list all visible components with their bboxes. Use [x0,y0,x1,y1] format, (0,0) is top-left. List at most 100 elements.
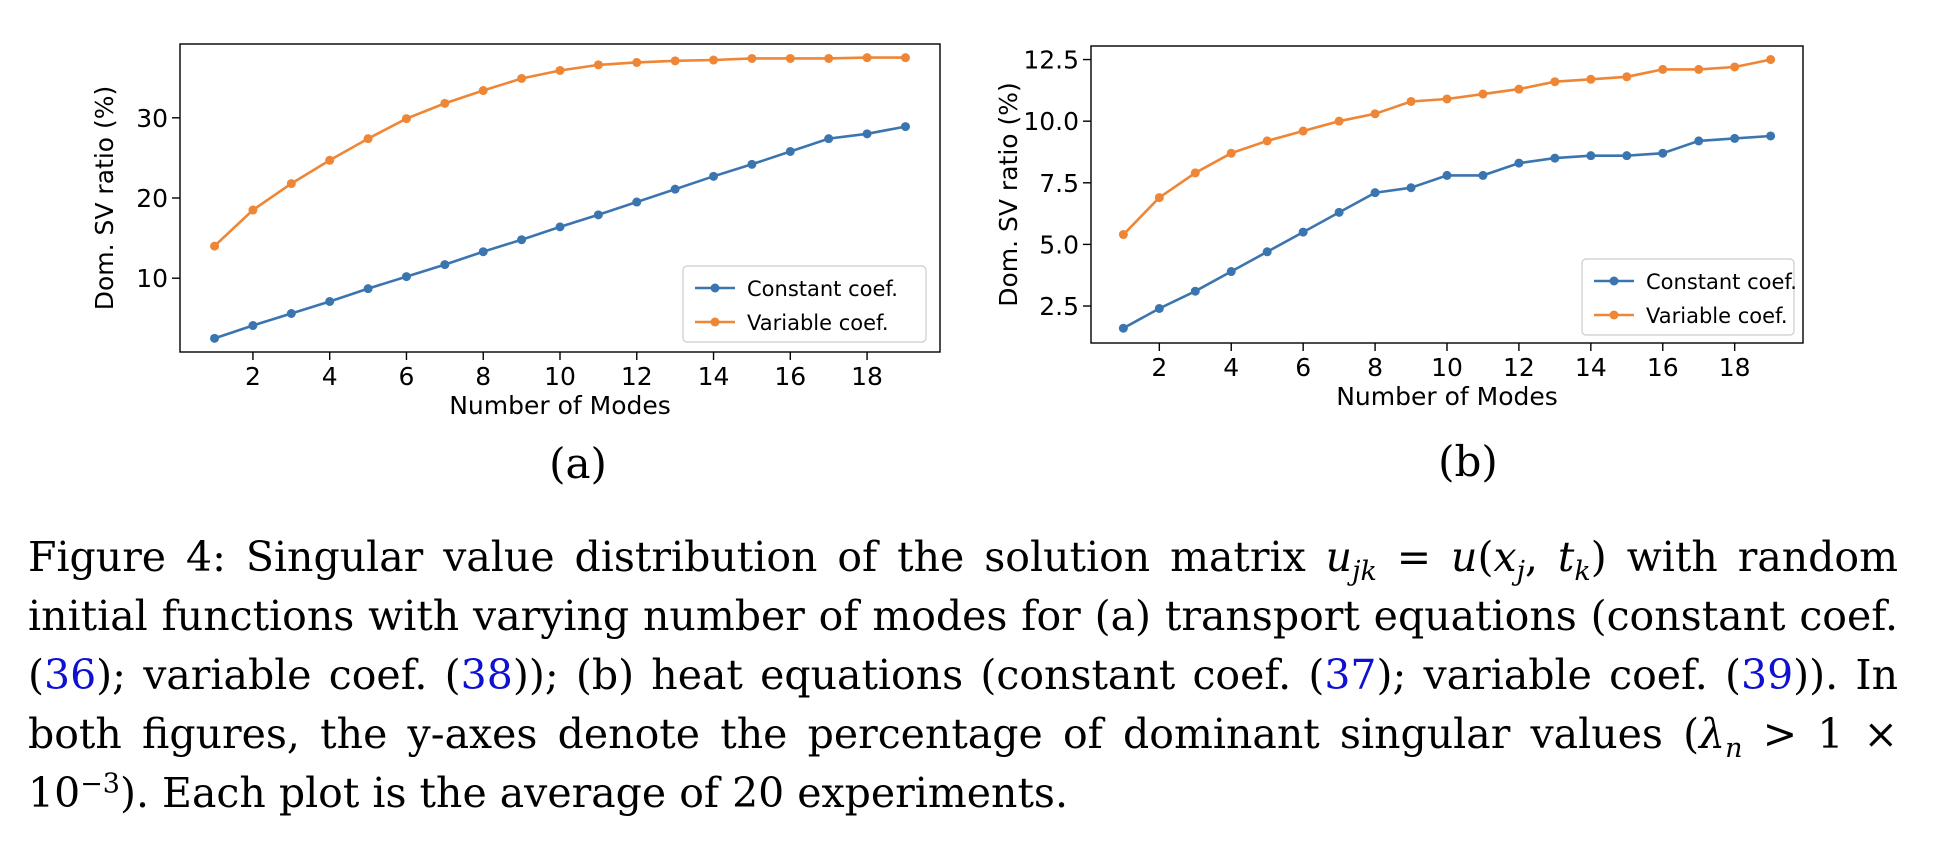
chart-a-series-constant-point [785,146,795,156]
chart-a-series-constant-point [670,184,680,194]
chart-b-series-variable-point [1370,109,1380,119]
chart-b-series-constant-point [1766,131,1776,141]
chart-b-series-variable-point [1334,116,1344,126]
chart-b-series-constant-point [1442,170,1452,180]
chart-b-series-variable-point [1298,126,1308,136]
chart-b-series-variable-point [1694,64,1704,74]
chart-a-series-constant-point [478,247,488,257]
caption-label: Figure 4: [28,533,226,581]
chart-b-series-constant-point [1262,247,1272,257]
chart-a-legend-box [682,265,927,343]
chart-a-series-variable-point [824,53,834,63]
chart-a-y-tick-label: 10 [136,264,168,293]
chart-b-x-tick-label: 18 [1719,353,1751,382]
chart-b-x-tick-label: 14 [1575,353,1607,382]
chart-b-series-variable-point [1154,193,1164,203]
chart-a-series-variable-point [517,73,527,83]
chart-b-series-constant-point [1334,207,1344,217]
chart-b-x-axis-label: Number of Modes [1336,382,1558,411]
chart-b-series-constant-point [1226,267,1236,277]
chart-b-series-constant-point [1514,158,1524,168]
chart-a-series-variable-point [862,53,872,63]
chart-a-series-constant-point [248,321,258,331]
chart-a-x-tick-label: 4 [322,362,338,391]
chart-b-series-variable-line [1122,58,1771,236]
chart-a-series-variable-point [785,53,795,63]
chart-b-series-constant-point [1586,151,1596,161]
chart-b-y-tick-label: 7.5 [1039,169,1079,198]
chart-b-x-tick-label: 12 [1503,353,1535,382]
chart-a-series-constant-point [363,284,373,294]
chart-b-series-variable-point [1550,77,1560,87]
chart-a-series-constant-point [286,309,296,318]
chart-a-x-tick-label: 8 [475,362,491,391]
chart-b-series-variable-point [1730,62,1740,72]
chart-b-series-variable-point [1766,55,1776,65]
chart-b-legend-label: Constant coef. [1646,270,1797,294]
equation-ref-36[interactable]: 36 [44,651,97,699]
chart-b-subfigure-label: (b) [1438,437,1498,486]
chart-a-series-variable-point [555,65,565,75]
chart-a-series-constant-point [210,333,220,343]
chart-b-legend: Constant coef. Variable coef. [1581,258,1797,336]
chart-a-series-constant-point [401,272,411,282]
chart-a-series-variable-point [747,53,757,63]
chart-a-series-variable-point [401,114,411,124]
chart-b-x-tick-label: 16 [1647,353,1679,382]
chart-a-series-variable-point [210,241,220,251]
chart-b-series-constant-point [1190,286,1200,296]
chart-a-series-constant-point [325,296,335,306]
chart-a-series-variable-line [213,56,906,248]
chart-a-series-constant-point [824,134,834,144]
chart-a-series-variable-point [593,60,603,70]
chart-a-legend-marker [710,317,720,327]
chart-b-series-variable-point [1118,230,1128,240]
chart-b-series-constant-point [1154,303,1164,313]
figure-caption: Figure 4: Singular value distribution of… [28,533,1899,817]
chart-a-series-constant-point [747,159,757,169]
chart-a-x-tick-label: 10 [544,362,576,391]
chart-b-series-variable-point [1190,168,1200,178]
chart-b-series-constant-point [1658,148,1668,158]
chart-b-series-variable-point [1622,72,1632,82]
chart-a-series-variable-point [325,155,335,165]
chart-a-series-constant-point [900,122,910,132]
chart-a-x-tick-label: 6 [399,362,415,391]
chart-b-series-constant-point [1406,183,1416,193]
chart-b-x-tick-label: 2 [1151,353,1167,382]
chart-b-legend-marker [1609,276,1619,286]
chart-b-series-constant-point [1478,170,1488,180]
chart-a-x-tick-label: 2 [245,362,261,391]
chart-a-subfigure-label: (a) [549,439,607,488]
chart-b-legend-box [1581,258,1795,336]
chart-b-x-tick-label: 8 [1367,353,1383,382]
chart-b-y-tick-label: 10.0 [1023,107,1079,136]
chart-b-series-constant-point [1370,188,1380,198]
chart-b-legend-label: Variable coef. [1646,304,1788,328]
chart-a-x-tick-label: 16 [774,362,806,391]
chart-a-x-tick-label: 12 [621,362,653,391]
chart-b-y-tick-label: 2.5 [1039,292,1079,321]
figure-a: 2 4 6 8 10 12 14 16 18 10 20 30 Number of Modes Dom. … [90,43,941,488]
chart-a-legend-label: Variable coef. [747,311,889,335]
equation-threshold: λn > 1 × 10−3 [28,710,1898,817]
chart-b-series-constant-point [1118,323,1128,333]
equation-ref-37[interactable]: 37 [1324,651,1377,699]
chart-a-legend: Constant coef. Variable coef. [682,265,927,343]
chart-b-series-variable-point [1586,74,1596,84]
chart-a-legend-marker [710,283,720,293]
chart-a-series-constant-point [862,129,872,139]
chart-b-x-tick-label: 10 [1431,353,1463,382]
chart-a-series-variable-point [286,179,296,189]
chart-a-series-constant-point [709,171,719,181]
chart-b-x-tick-label: 4 [1223,353,1239,382]
equation-ref-38[interactable]: 38 [460,651,513,699]
equation-ref-39[interactable]: 39 [1741,651,1794,699]
chart-b-series-variable-point [1262,136,1272,146]
chart-b-series-variable-point [1442,94,1452,104]
chart-b-series-variable-point [1478,89,1488,99]
chart-a-series-constant-point [593,210,603,220]
chart-a-series-variable-point [440,98,450,108]
chart-b-y-axis-label: Dom. SV ratio (%) [994,82,1023,307]
chart-b-series-constant-point [1550,153,1560,163]
